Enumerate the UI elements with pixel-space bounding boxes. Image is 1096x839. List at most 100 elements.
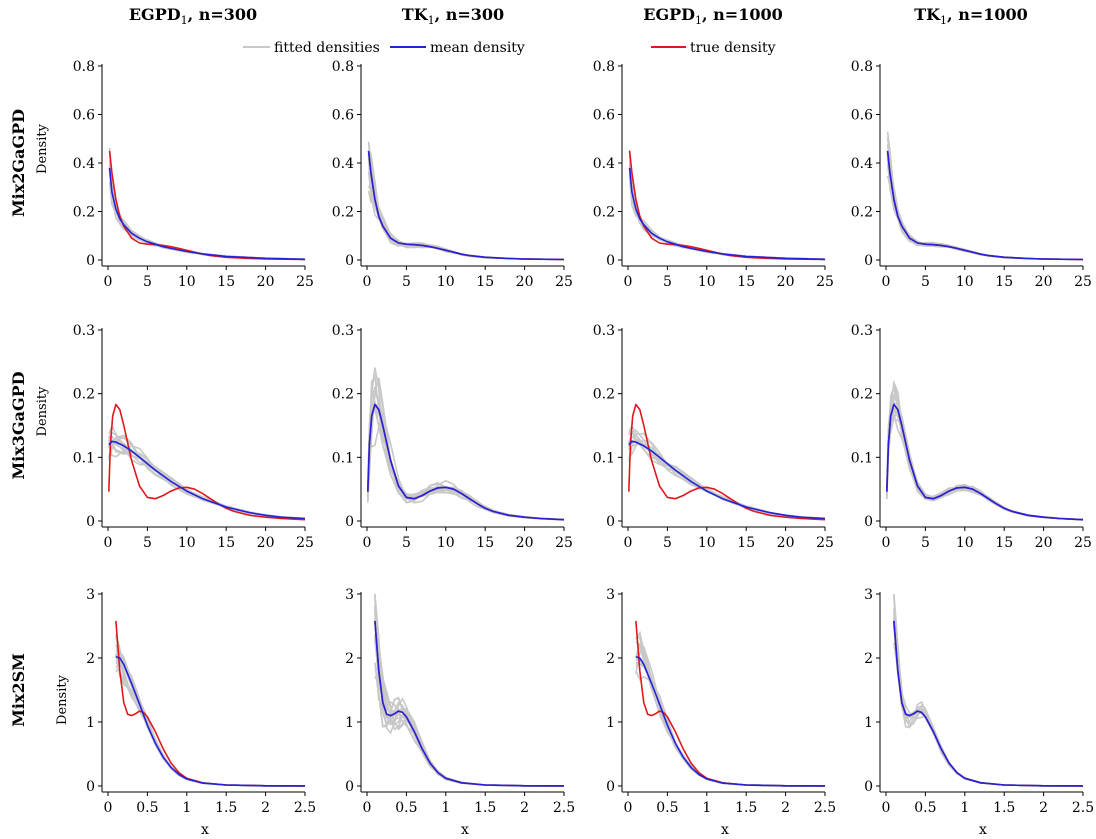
x-tick-label: 20 xyxy=(777,274,795,290)
fitted-density-curve xyxy=(628,164,826,261)
y-tick-label: 0.1 xyxy=(851,450,873,466)
x-tick-label: 1 xyxy=(182,800,191,816)
mean-density-line xyxy=(886,403,1084,521)
y-tick-label: 3 xyxy=(86,587,95,603)
x-tick-label: 20 xyxy=(257,274,275,290)
x-tick-label: 1 xyxy=(960,800,969,816)
fitted-density-curve xyxy=(886,409,1084,521)
panel-r3-c4: 0 1 2 3 0 0.5 1 1.5 2 2.5 xyxy=(864,587,1094,816)
y-tick-label: 2 xyxy=(606,651,615,667)
fitted-density-curve xyxy=(108,424,306,520)
fitted-density-curve xyxy=(374,599,565,787)
x-tick-label: 0 xyxy=(624,800,633,816)
fitted-density-curve xyxy=(628,432,826,520)
x-tick-label: 20 xyxy=(777,535,795,551)
x-tick-label: 0 xyxy=(363,800,372,816)
y-tick-label: 0 xyxy=(86,253,95,269)
fitted-density-curve xyxy=(108,171,306,261)
fitted-density-curve xyxy=(628,423,826,520)
x-tick-label: 2.5 xyxy=(553,800,575,816)
panel-r3-c3: 0 1 2 3 0 0.5 1 1.5 2 2.5 xyxy=(606,587,836,816)
x-tick-label: 20 xyxy=(1035,535,1053,551)
y-tick-label: 1 xyxy=(345,715,354,731)
true-density-line xyxy=(108,403,306,521)
x-tick-label: 15 xyxy=(476,274,494,290)
fitted-density-curve xyxy=(115,660,306,787)
y-tick-label: 0 xyxy=(86,779,95,795)
fitted-density-curve xyxy=(367,404,565,521)
fitted-density-curve xyxy=(886,408,1084,521)
x-axis-label-2: x xyxy=(461,822,469,838)
fitted-density-curve xyxy=(886,175,1084,261)
x-tick-label: 5 xyxy=(402,274,411,290)
y-tick-label: 1 xyxy=(606,715,615,731)
true-density-line xyxy=(628,403,826,521)
x-tick-label: 10 xyxy=(956,274,974,290)
mean-density-line xyxy=(115,655,306,787)
fitted-density-curve xyxy=(886,384,1084,521)
true-density-line xyxy=(886,403,1084,521)
x-tick-label: 25 xyxy=(816,535,834,551)
fitted-density-curve xyxy=(367,389,565,521)
true-density-line xyxy=(108,150,306,261)
fitted-density-curve xyxy=(628,165,826,261)
fitted-density-curve xyxy=(367,190,565,261)
y-tick-label: 3 xyxy=(345,587,354,603)
fitted-density-curve xyxy=(374,666,565,787)
fitted-density-curve xyxy=(628,435,826,520)
fitted-density-curve xyxy=(893,617,1084,787)
y-tick-label: 0 xyxy=(606,779,615,795)
x-tick-label: 10 xyxy=(698,535,716,551)
x-tick-label: 25 xyxy=(816,274,834,290)
x-tick-label: 15 xyxy=(217,274,235,290)
y-tick-label: 0.8 xyxy=(593,59,615,75)
fitted-density-curve xyxy=(635,670,826,787)
x-tick-label: 15 xyxy=(737,535,755,551)
x-tick-label: 0 xyxy=(363,274,372,290)
fitted-density-curve xyxy=(893,597,1084,787)
fitted-density-curve xyxy=(108,163,306,261)
fitted-density-curve xyxy=(108,169,306,261)
true-density-line xyxy=(367,403,565,521)
true-density-line xyxy=(635,620,826,787)
y-tick-label: 0.2 xyxy=(593,205,615,221)
x-tick-label: 15 xyxy=(217,535,235,551)
row-title-1: Mix2GaGPD xyxy=(9,109,28,217)
x-tick-label: 5 xyxy=(402,535,411,551)
y-tick-label: 0.8 xyxy=(73,59,95,75)
x-tick-label: 0.5 xyxy=(914,800,936,816)
y-tick-label: 0.4 xyxy=(593,156,615,172)
fitted-density-curve xyxy=(108,159,306,261)
fitted-density-curve xyxy=(628,168,826,261)
x-tick-label: 25 xyxy=(555,274,573,290)
y-tick-label: 0 xyxy=(86,514,95,530)
column-title-1: EGPD1, n=300 xyxy=(129,5,257,27)
x-axis-label-3: x xyxy=(721,822,729,838)
panel-r2-c4: 0 0.1 0.2 0.3 0 5 10 15 20 25 xyxy=(851,323,1092,551)
x-tick-label: 10 xyxy=(956,535,974,551)
y-tick-label: 0 xyxy=(606,514,615,530)
fitted-density-curve xyxy=(108,168,306,260)
panel-r1-c3: 0 0.2 0.4 0.6 0.8 0 5 10 15 20 25 xyxy=(593,59,834,290)
x-tick-label: 0 xyxy=(624,535,633,551)
fitted-density-curve xyxy=(115,659,306,787)
y-tick-label: 0.1 xyxy=(593,450,615,466)
fitted-density-curve xyxy=(108,181,306,261)
legend-label-3: true density xyxy=(690,40,776,56)
fitted-density-curve xyxy=(886,154,1084,261)
fitted-density-curve xyxy=(108,437,306,520)
y-tick-label: 0 xyxy=(345,253,354,269)
y-tick-label: 0.2 xyxy=(73,387,95,403)
fitted-density-curve xyxy=(374,611,565,787)
y-tick-label: 0.2 xyxy=(851,205,873,221)
x-tick-label: 2 xyxy=(781,800,790,816)
mean-density-line xyxy=(886,150,1084,261)
y-tick-label: 0.3 xyxy=(851,323,873,339)
mean-density-line xyxy=(635,655,826,787)
fitted-density-curve xyxy=(367,405,565,521)
x-tick-label: 20 xyxy=(516,274,534,290)
mean-density-line xyxy=(367,403,565,521)
fitted-density-curve xyxy=(367,377,565,521)
fitted-density-curve xyxy=(115,661,306,787)
x-tick-label: 1.5 xyxy=(474,800,496,816)
